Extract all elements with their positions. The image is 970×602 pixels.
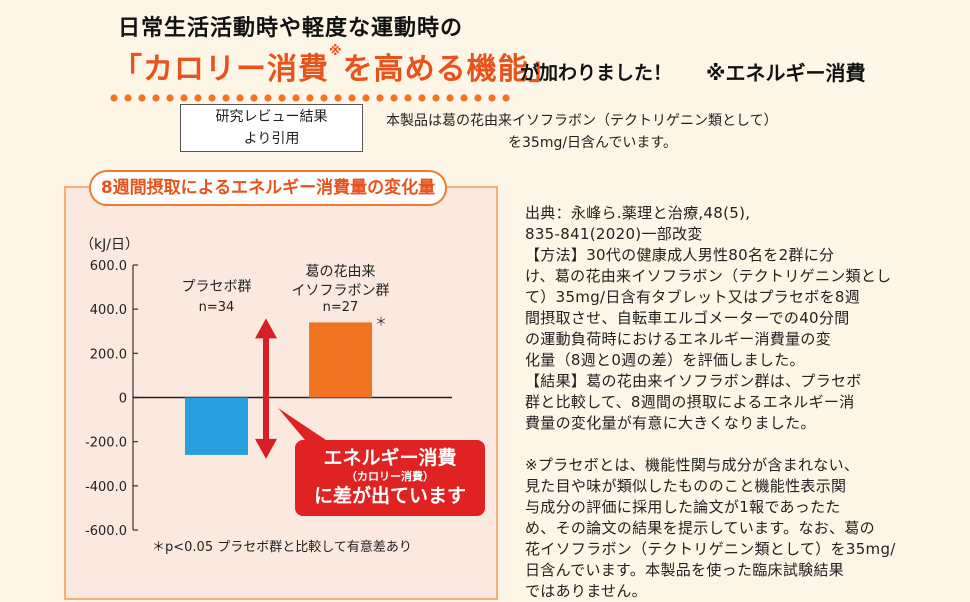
callout-pointer	[278, 408, 335, 446]
significance-mark: ＊	[375, 314, 387, 328]
callout-line2: （カロリー消費）	[346, 470, 434, 483]
method-line: の運動負荷時におけるエネルギー消費量の変	[525, 330, 832, 348]
headline-highlight: 「カロリー消費※を高める機能」	[112, 44, 560, 88]
chart-title: 8週間摂取によるエネルギー消費量の変化量	[89, 170, 447, 206]
callout-box: エネルギー消費 （カロリー消費） に差が出ています	[295, 440, 485, 516]
y-tick-label: -400.0	[85, 480, 127, 495]
underline-dot	[334, 94, 342, 102]
note-line: ※プラセボとは、機能性関与成分が含まれない、	[525, 456, 860, 474]
category-label: イソフラボン群	[292, 283, 390, 299]
method-line: 【方法】30代の健康成人男性80名を2群に分	[525, 246, 835, 264]
underline-dot	[320, 94, 328, 102]
y-tick-label: 200.0	[90, 347, 127, 362]
headline-footnote-mark: ※	[329, 44, 343, 59]
underline-dot	[404, 94, 412, 102]
headline-tail: が加わりました！	[520, 62, 673, 84]
note-line: 日含んでいます。本製品を使った臨床試験結果	[525, 561, 845, 579]
method-line: て）35mg/日含有タブレット又はプラセボを8週	[525, 288, 861, 306]
source-line: 835-841(2020)一部改変	[525, 225, 703, 243]
difference-arrow-head-down	[255, 438, 277, 459]
underline-dot	[264, 94, 272, 102]
y-tick-label: 0	[119, 392, 127, 407]
reference-text-line1: 本製品は葛の花由来イソフラボン（テクトリゲニン類として）	[386, 113, 778, 129]
note-line: 与成分の評価に採用した論文が1報であったた	[525, 498, 841, 516]
bar	[309, 322, 372, 398]
underline-dot	[306, 94, 314, 102]
y-axis-unit: （kJ/日）	[80, 237, 139, 253]
underline-dot	[362, 94, 370, 102]
note-line: 花イソフラボン（テクトリゲニン類として）を35mg/	[525, 540, 896, 558]
underline-dot	[152, 94, 160, 102]
underline-dot	[124, 94, 132, 102]
category-label: プラセボ群	[182, 279, 252, 295]
note-line: め、その論文の結果を提示しています。なお、葛の	[525, 519, 875, 537]
underline-dot	[278, 94, 286, 102]
difference-arrow-head-up	[255, 318, 277, 339]
n-label: n=27	[323, 300, 359, 315]
reference-box: 研究レビュー結果 より引用	[180, 104, 363, 152]
method-line: 間摂取させ、自転車エルゴメーターでの40分間	[525, 309, 850, 327]
underline-dot	[110, 94, 118, 102]
underline-dot	[194, 94, 202, 102]
underline-dot	[348, 94, 356, 102]
reference-box-line1: 研究レビュー結果	[215, 109, 328, 125]
chart-footnote: ＊p<0.05 プラセボ群と比較して有意差あり	[152, 540, 412, 555]
headline-highlight-rest: を高める機能」	[342, 52, 560, 87]
y-tick-label: 400.0	[90, 303, 127, 318]
chart-panel	[64, 186, 498, 600]
underline-dot	[432, 94, 440, 102]
underline-dot	[376, 94, 384, 102]
underline-dot	[222, 94, 230, 102]
method-line: け、葛の花由来イソフラボン（テクトリゲニン類とし	[525, 267, 892, 285]
underline-dot	[446, 94, 454, 102]
dotted-underline	[110, 94, 510, 102]
bar	[185, 397, 248, 455]
underline-dot	[138, 94, 146, 102]
y-tick-label: -600.0	[85, 524, 127, 539]
underline-dot	[460, 94, 468, 102]
underline-dot	[502, 94, 510, 102]
result-line: 【結果】葛の花由来イソフラボン群は、プラセボ	[525, 372, 862, 390]
headline-highlight-main: 「カロリー消費	[112, 52, 329, 87]
underline-dot	[180, 94, 188, 102]
underline-dot	[488, 94, 496, 102]
n-label: n=34	[199, 300, 235, 315]
underline-dot	[292, 94, 300, 102]
y-tick-label: -200.0	[85, 436, 127, 451]
underline-dot	[166, 94, 174, 102]
underline-dot	[418, 94, 426, 102]
underline-dot	[236, 94, 244, 102]
note-line: ではありません。	[525, 582, 647, 600]
callout-line1: エネルギー消費	[323, 447, 457, 469]
underline-dot	[474, 94, 482, 102]
source-text: 出典：永峰ら.薬理と治療,48(5), 835-841(2020)一部改変 【方…	[525, 203, 965, 602]
underline-dot	[208, 94, 216, 102]
y-tick-label: 600.0	[90, 259, 127, 274]
reference-box-line2: より引用	[243, 131, 300, 147]
result-line: 群と比較して、8週間の摂取によるエネルギー消	[525, 393, 855, 411]
method-line: 化量（8週と0週の差）を評価しました。	[525, 351, 805, 369]
underline-dot	[390, 94, 398, 102]
note-line: 見た目や味が類似したもののこと機能性表示関	[525, 477, 847, 495]
reference-text: 本製品は葛の花由来イソフラボン（テクトリゲニン類として） を35mg/日含んでい…	[386, 110, 806, 154]
category-label: 葛の花由来	[306, 264, 376, 280]
headline-line1: 日常生活活動時や軽度な運動時の	[118, 16, 464, 41]
reference-text-line2: を35mg/日含んでいます。	[508, 135, 677, 151]
headline-note: ※エネルギー消費	[706, 61, 866, 85]
result-line: 費量の変化量が有意に大きくなりました。	[525, 414, 816, 432]
underline-dot	[250, 94, 258, 102]
callout-line3: に差が出ています	[313, 485, 466, 507]
source-line: 出典：永峰ら.薬理と治療,48(5),	[525, 204, 751, 222]
